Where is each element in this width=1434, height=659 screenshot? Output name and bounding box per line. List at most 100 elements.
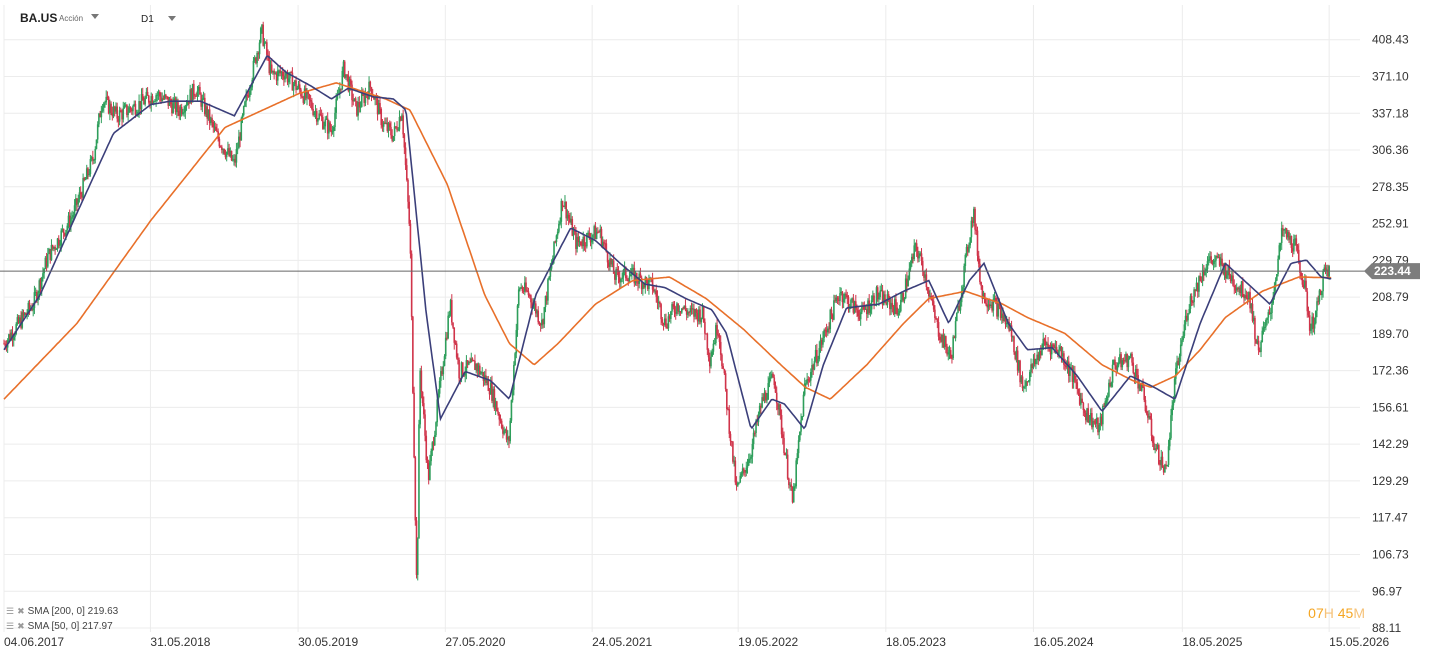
candle-body — [186, 100, 189, 105]
candle-body — [520, 287, 522, 289]
candle-body — [693, 308, 695, 317]
candle-body — [415, 520, 418, 575]
candle-body — [1266, 317, 1268, 321]
candle-body — [534, 303, 537, 314]
candle-body — [895, 299, 897, 308]
candle-body — [620, 279, 622, 283]
candle-body — [1243, 296, 1245, 299]
candle-body — [670, 311, 672, 319]
candle-body — [354, 98, 357, 102]
legend-item-sma50[interactable]: ☰ ✖ SMA [50, 0] 217.97 — [6, 621, 113, 632]
candle-body — [144, 98, 146, 105]
candle-body — [814, 349, 817, 362]
candle-body — [468, 362, 470, 365]
candle-body — [491, 382, 493, 401]
candle-body — [196, 90, 199, 97]
candle-body — [1149, 416, 1152, 419]
candle-body — [1088, 420, 1091, 423]
candle-body — [941, 335, 944, 342]
candle-body — [799, 431, 801, 441]
y-tick-label: 117.47 — [1372, 511, 1408, 525]
candle-body — [163, 94, 166, 99]
y-tick-label: 172.36 — [1372, 364, 1409, 378]
candle-body — [1237, 287, 1239, 290]
candle-body — [1282, 228, 1284, 231]
candle-body — [90, 156, 93, 160]
candle-body — [777, 403, 779, 410]
candle-body — [175, 101, 178, 113]
candle-body — [1167, 446, 1170, 465]
candle-body — [1064, 364, 1066, 366]
timeframe-label[interactable]: D1 — [141, 14, 154, 25]
symbol-dropdown-icon[interactable] — [91, 14, 99, 19]
candle-body — [1026, 381, 1029, 383]
candle-body — [856, 308, 858, 311]
timeframe-dropdown-icon[interactable] — [168, 16, 176, 21]
candle-body — [586, 233, 588, 247]
candle-body — [1227, 265, 1229, 276]
candle-body — [51, 244, 54, 249]
candle-body — [1173, 378, 1176, 402]
list-icon[interactable]: ☰ — [6, 606, 15, 616]
candle-body — [386, 122, 389, 131]
close-icon[interactable]: ✖ — [17, 621, 25, 631]
candle-body — [1071, 367, 1074, 382]
candle-body — [382, 122, 385, 127]
list-icon[interactable]: ☰ — [6, 621, 15, 631]
candle-body — [828, 328, 830, 330]
candle-body — [548, 276, 550, 280]
candle-body — [1299, 261, 1301, 273]
candle-body — [861, 305, 863, 313]
candle-body — [503, 430, 505, 434]
candle-body — [420, 370, 423, 392]
candle-body — [1097, 417, 1099, 433]
candle-body — [235, 149, 238, 163]
candle-body — [603, 241, 605, 244]
candle-body — [278, 70, 280, 72]
candle-body — [397, 129, 400, 131]
candle-body — [830, 309, 833, 315]
candle-body — [387, 123, 390, 131]
candle-body — [172, 102, 174, 114]
candle-body — [1082, 402, 1085, 411]
candle-body — [947, 352, 950, 355]
candle-body — [733, 460, 735, 462]
y-tick-label: 96.97 — [1372, 584, 1402, 598]
candle-body — [242, 106, 245, 116]
candle-body — [1285, 228, 1288, 238]
candle-body — [137, 111, 139, 115]
candle-body — [571, 218, 574, 236]
candle-body — [405, 165, 408, 180]
close-icon[interactable]: ✖ — [17, 606, 25, 616]
candle-body — [317, 118, 319, 122]
candle-body — [741, 468, 744, 474]
candle-body — [205, 106, 207, 115]
candle-body — [273, 70, 275, 74]
candle-body — [642, 283, 644, 290]
candle-body — [893, 299, 896, 314]
candle-body — [689, 308, 692, 313]
candle-body — [1055, 346, 1058, 352]
y-tick-label: 88.11 — [1372, 621, 1401, 635]
candle-body — [981, 285, 984, 299]
y-tick-label: 189.70 — [1372, 327, 1409, 341]
candle-body — [674, 312, 677, 314]
candle-body — [599, 228, 602, 232]
candle-body — [1273, 285, 1276, 297]
candle-body — [750, 456, 752, 459]
candle-body — [124, 104, 127, 106]
candle-body — [740, 473, 743, 476]
candle-body — [806, 379, 808, 384]
candle-body — [148, 95, 150, 103]
legend-item-sma200[interactable]: ☰ ✖ SMA [200, 0] 219.63 — [6, 606, 118, 617]
candle-body — [138, 101, 140, 112]
candle-body — [660, 304, 662, 320]
candle-body — [84, 179, 87, 181]
candle-body — [1127, 358, 1130, 368]
candle-body — [959, 302, 962, 311]
candle-body — [202, 97, 205, 99]
candle-body — [234, 158, 237, 163]
candle-body — [698, 309, 700, 322]
symbol-label[interactable]: BA.US — [20, 11, 58, 25]
